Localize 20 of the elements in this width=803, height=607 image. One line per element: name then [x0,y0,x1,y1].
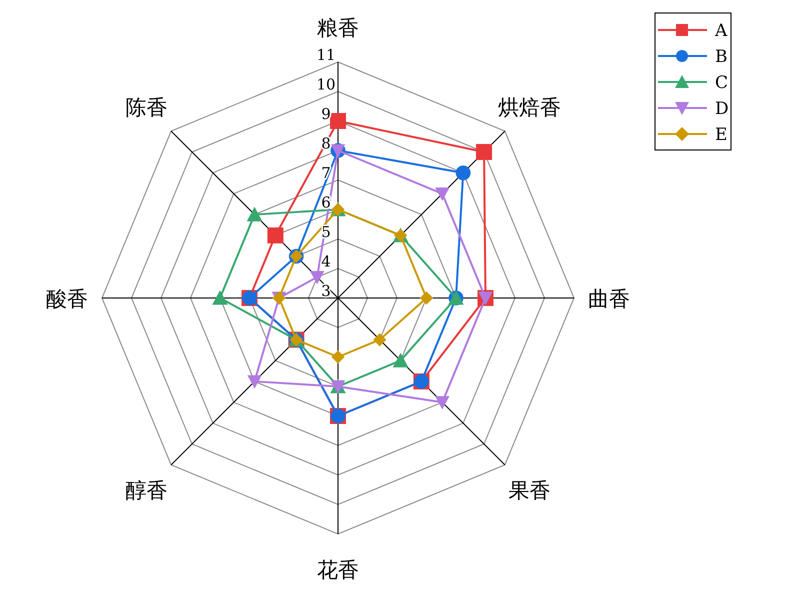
legend-label: D [715,99,729,119]
spoke-label: 醇香 [125,478,168,503]
legend-label: E [715,125,728,145]
y-tick-label: 3 [321,282,331,300]
y-tick-label: 9 [321,105,331,123]
spoke-label: 烘焙香 [498,95,562,120]
y-tick-label: 4 [321,252,331,270]
y-tick-label: 6 [321,194,331,212]
spoke-label: 陈香 [125,95,168,120]
y-tick-label: 10 [316,76,336,94]
spoke-label: 粮香 [317,16,359,40]
y-tick-label: 11 [316,46,336,64]
legend-label: C [715,73,728,93]
legend-label: A [714,21,728,41]
legend-label: B [715,47,728,67]
spoke-label: 果香 [508,478,551,503]
spoke-label: 花香 [317,558,359,582]
y-tick-label: 5 [321,223,331,241]
spoke-label: 曲香 [588,287,630,311]
spoke-label: 酸香 [46,287,88,311]
